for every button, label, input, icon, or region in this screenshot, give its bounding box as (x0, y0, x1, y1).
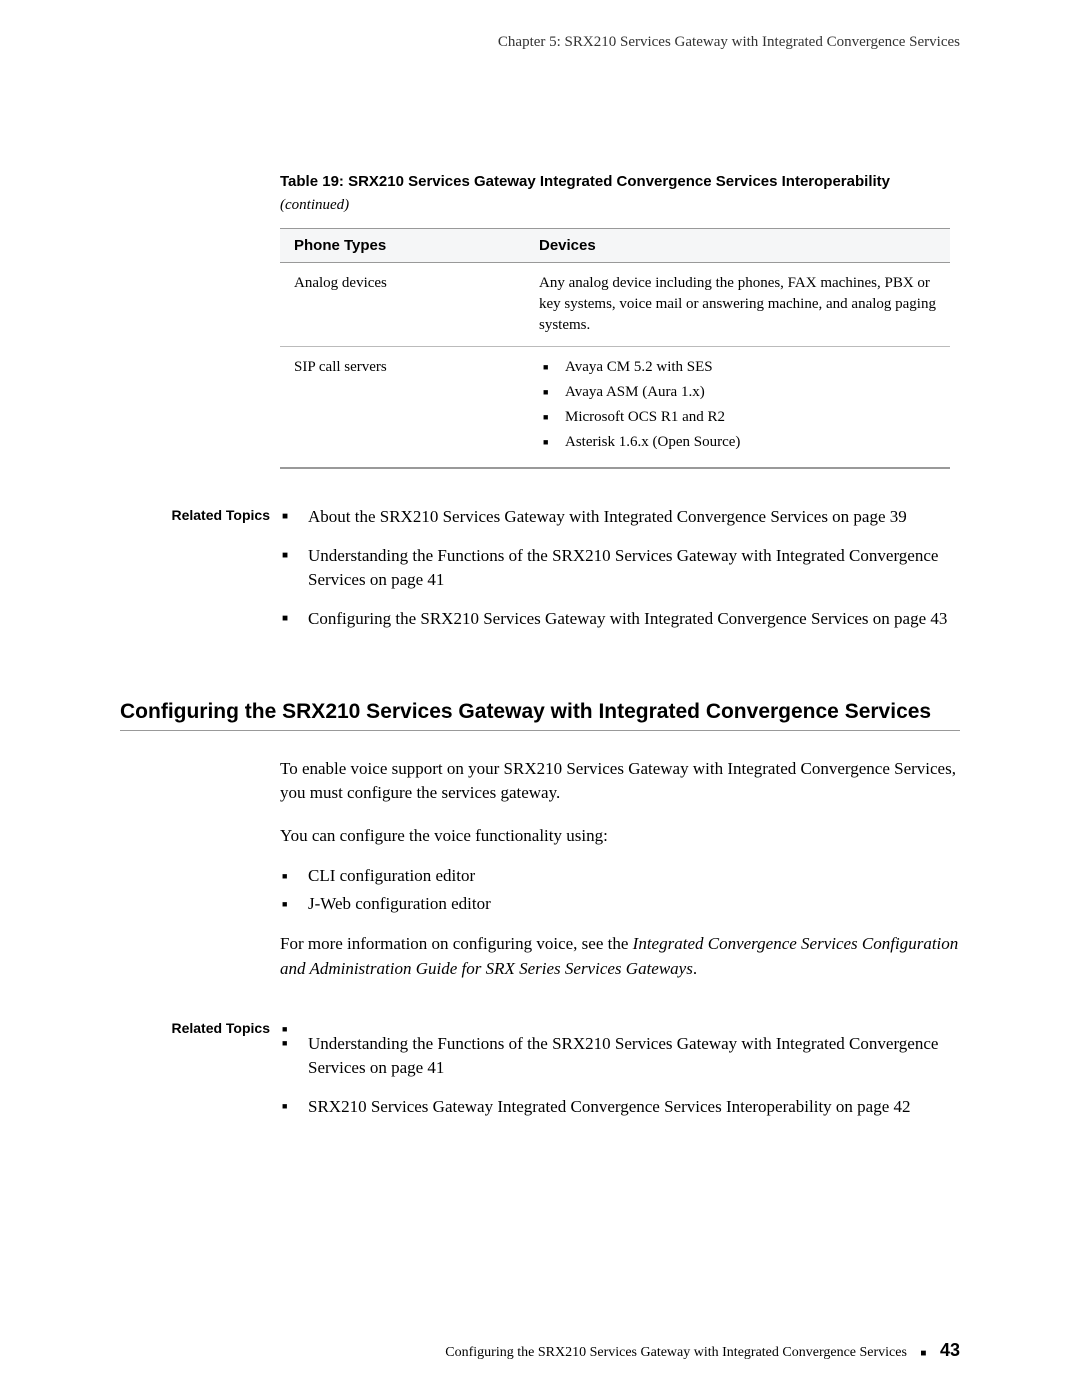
related-topics-label: Related Topics (120, 1018, 280, 1036)
text: For more information on configuring voic… (280, 934, 633, 953)
related-topics-block: Related Topics Understanding the Functio… (120, 1018, 960, 1134)
table-caption-main: Table 19: SRX210 Services Gateway Integr… (280, 173, 890, 190)
related-topics-label: Related Topics (120, 505, 280, 523)
cell-list: Avaya CM 5.2 with SES Avaya ASM (Aura 1.… (539, 357, 940, 453)
body-paragraph: To enable voice support on your SRX210 S… (280, 757, 960, 806)
cell-devices: Any analog device including the phones, … (525, 263, 950, 347)
list-item: Microsoft OCS R1 and R2 (539, 407, 940, 428)
list-item: Avaya CM 5.2 with SES (539, 357, 940, 378)
cell-phone-type: Analog devices (280, 263, 525, 347)
list-item: About the SRX210 Services Gateway with I… (280, 505, 960, 530)
config-editor-list: CLI configuration editor J-Web configura… (280, 866, 960, 914)
list-item: CLI configuration editor (280, 866, 960, 886)
chapter-header: Chapter 5: SRX210 Services Gateway with … (120, 34, 960, 51)
cell-phone-type: SIP call servers (280, 347, 525, 469)
list-item: Understanding the Functions of the SRX21… (280, 544, 960, 593)
page: Chapter 5: SRX210 Services Gateway with … (0, 0, 1080, 1397)
body-paragraph: You can configure the voice functionalit… (280, 824, 960, 849)
list-item: Configuring the SRX210 Services Gateway … (280, 607, 960, 632)
list-item: Understanding the Functions of the SRX21… (280, 1032, 960, 1081)
section-heading: Configuring the SRX210 Services Gateway … (120, 700, 960, 731)
related-topics-block: Related Topics About the SRX210 Services… (120, 505, 960, 646)
list-item: SRX210 Services Gateway Integrated Conve… (280, 1095, 960, 1120)
table-caption: Table 19: SRX210 Services Gateway Integr… (280, 171, 960, 216)
table-row: SIP call servers Avaya CM 5.2 with SES A… (280, 347, 950, 469)
body-paragraph: For more information on configuring voic… (280, 932, 960, 981)
list-item: Avaya ASM (Aura 1.x) (539, 382, 940, 403)
cell-devices: Avaya CM 5.2 with SES Avaya ASM (Aura 1.… (525, 347, 950, 469)
interop-table: Phone Types Devices Analog devices Any a… (280, 228, 950, 469)
list-item: Asterisk 1.6.x (Open Source) (539, 432, 940, 453)
page-number: 43 (940, 1340, 960, 1360)
footer-text: Configuring the SRX210 Services Gateway … (445, 1345, 907, 1360)
table-caption-continued: (continued) (280, 197, 349, 213)
th-phone-types: Phone Types (280, 229, 525, 263)
page-footer: Configuring the SRX210 Services Gateway … (120, 1340, 960, 1361)
th-devices: Devices (525, 229, 950, 263)
related-topics-list: About the SRX210 Services Gateway with I… (280, 505, 960, 646)
footer-separator-icon: ■ (920, 1348, 926, 1359)
table-row: Analog devices Any analog device includi… (280, 263, 950, 347)
related-topics-list: Understanding the Functions of the SRX21… (280, 1018, 960, 1134)
text: . (693, 959, 697, 978)
list-item: J-Web configuration editor (280, 894, 960, 914)
